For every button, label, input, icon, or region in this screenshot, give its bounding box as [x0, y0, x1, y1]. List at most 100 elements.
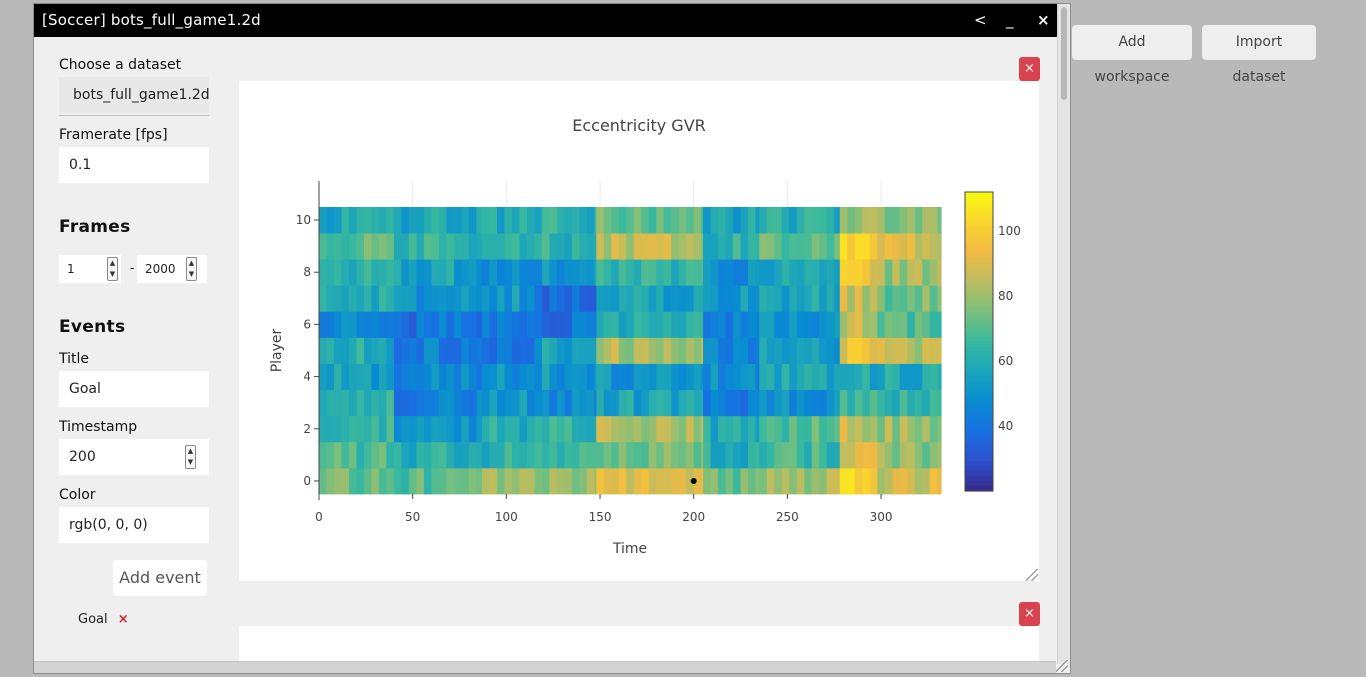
heatmap-cell [393, 259, 403, 286]
colorbar-segment [965, 196, 993, 203]
heatmap-chart[interactable]: 0 50 100 150 200 250 300 0 2 4 6 8 10 Eccentricity GV… [239, 81, 1039, 581]
heatmap-cell [693, 311, 702, 338]
heatmap-cell [826, 441, 835, 469]
vertical-scrollbar[interactable] [1057, 4, 1070, 664]
frames-from-stepper[interactable]: ▲ ▼ [107, 257, 118, 281]
heatmap-cell [341, 415, 350, 443]
scrollbar-thumb[interactable] [1061, 7, 1067, 100]
heatmap-cell [693, 233, 702, 260]
close-panel-button-2[interactable]: × [1019, 602, 1040, 626]
frames-to-stepper[interactable]: ▲ ▼ [186, 257, 197, 281]
heatmap-cell [446, 337, 455, 364]
timestamp-input[interactable]: 200 [59, 439, 209, 475]
heatmap-cell [408, 363, 418, 391]
heatmap-cell [740, 467, 749, 495]
heatmap-cell [869, 285, 878, 312]
heatmap-cell [534, 207, 543, 234]
framerate-input[interactable]: 0.1 [59, 147, 209, 183]
heatmap-cell [333, 441, 343, 469]
y-tick-label: 2 [303, 422, 311, 436]
heatmap-cell [401, 259, 410, 286]
heatmap-cell [759, 233, 768, 260]
window-titlebar[interactable]: [Soccer] bots_full_game1.2d < _ × [34, 4, 1070, 37]
heatmap-cell [766, 363, 775, 391]
close-window-icon[interactable]: × [1037, 11, 1050, 29]
heatmap-cell [826, 259, 835, 286]
heatmap-cell [811, 285, 820, 312]
heatmap-cell [755, 311, 760, 338]
dataset-select[interactable]: bots_full_game1.2d [59, 77, 209, 113]
heatmap-cell [341, 389, 350, 417]
heatmap-cell [579, 415, 588, 443]
heatmap-cell [755, 285, 760, 312]
heatmap-cell [556, 389, 566, 417]
heatmap-cell [319, 259, 328, 286]
heatmap-cell [549, 207, 558, 234]
heatmap-cell [481, 337, 491, 364]
heatmap-cell [633, 233, 642, 260]
heatmap-cell [748, 363, 757, 391]
close-panel-button[interactable]: × [1019, 57, 1040, 81]
stepper-down-icon[interactable]: ▼ [109, 270, 116, 278]
heatmap-cell [571, 389, 581, 417]
heatmap-cell [766, 467, 775, 495]
horizontal-scrollbar[interactable] [34, 661, 1056, 673]
heatmap-cell [481, 441, 491, 469]
heatmap-cell [496, 233, 506, 260]
panel-resize-handle[interactable] [1025, 568, 1039, 582]
add-workspace-button[interactable]: Add workspace [1072, 25, 1192, 85]
heatmap-cell [341, 337, 350, 364]
heatmap-cell [348, 415, 358, 443]
heatmap-cell [378, 311, 388, 338]
stepper-up-icon[interactable]: ▲ [187, 447, 194, 455]
colorbar-segment [965, 451, 993, 457]
heatmap-cell [519, 467, 528, 495]
heatmap-cell [671, 389, 680, 417]
heatmap-cell [748, 467, 757, 495]
heatmap-cell [693, 467, 702, 495]
heatmap-cell [804, 389, 813, 417]
heatmap-cell [789, 363, 798, 391]
remove-event-icon[interactable]: × [117, 612, 129, 627]
heatmap-cell [378, 233, 388, 260]
heatmap-cell [594, 337, 597, 364]
heatmap-cell [748, 441, 757, 469]
heatmap-cell [481, 259, 491, 286]
heatmap-cell [618, 467, 627, 495]
collapse-icon[interactable]: < [974, 11, 987, 29]
heatmap-cell [819, 415, 828, 443]
frames-from-value: 1 [67, 262, 75, 276]
heatmap-cell [641, 389, 650, 417]
heatmap-cell [686, 467, 695, 495]
add-event-button[interactable]: Add event [113, 560, 207, 596]
heatmap-cell [348, 233, 358, 260]
stepper-down-icon[interactable]: ▼ [188, 270, 195, 278]
timestamp-label: Timestamp [59, 419, 138, 435]
heatmap-cell [774, 389, 783, 417]
stepper-up-icon[interactable]: ▲ [188, 259, 195, 267]
timestamp-stepper[interactable]: ▲ ▼ [185, 445, 196, 469]
heatmap-cell [703, 467, 712, 495]
minimize-icon[interactable]: _ [1006, 11, 1014, 29]
window-resize-handle[interactable] [1055, 659, 1069, 673]
colorbar-segment [965, 246, 993, 253]
stepper-down-icon[interactable]: ▼ [187, 458, 194, 466]
heatmap-cell [796, 467, 805, 495]
heatmap-cell [549, 363, 558, 391]
heatmap-cell [468, 337, 477, 364]
heatmap-cell [626, 337, 635, 364]
color-input[interactable]: rgb(0, 0, 0) [59, 507, 209, 543]
event-title-input[interactable]: Goal [59, 371, 209, 407]
heatmap-cell [556, 441, 566, 469]
heatmap-cell [378, 441, 388, 469]
heatmap-cell [461, 441, 470, 469]
import-dataset-button[interactable]: Import dataset [1202, 25, 1316, 85]
heatmap-cell [839, 467, 848, 495]
heatmap-cell [408, 415, 418, 443]
heatmap-cell [386, 311, 395, 338]
stepper-up-icon[interactable]: ▲ [109, 259, 116, 267]
heatmap-cell [378, 363, 388, 391]
heatmap-cell [378, 259, 388, 286]
colorbar-tick-label: 80 [998, 289, 1013, 303]
heatmap-cell [811, 389, 820, 417]
